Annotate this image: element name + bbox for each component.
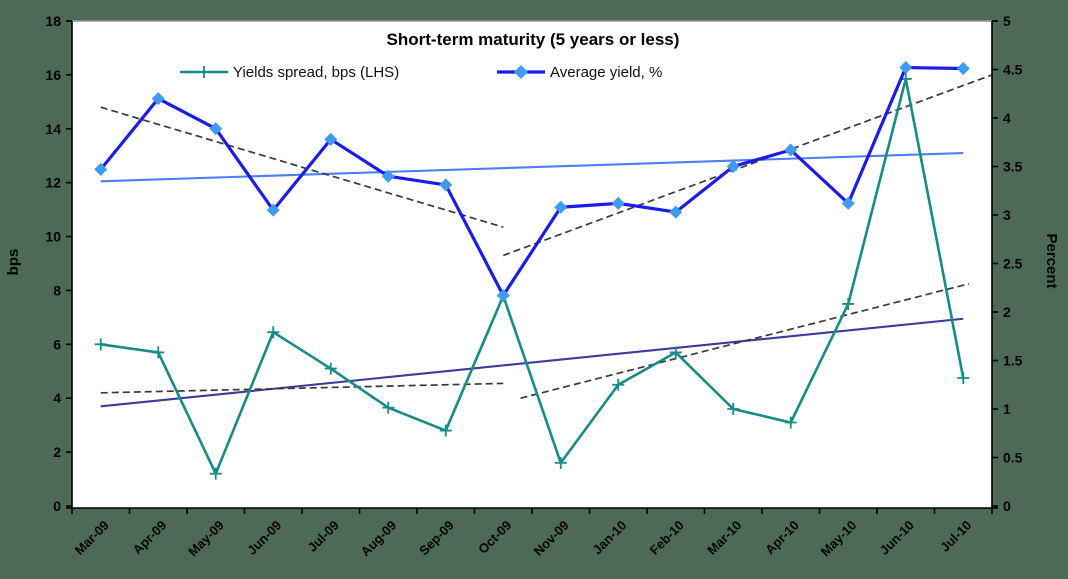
right-axis-tick-label: 0 [1003,498,1011,514]
yield-data-point [496,289,510,303]
right-axis-tick-label: 2 [1003,304,1011,320]
legend: Yields spread, bps (LHS) Average yield, … [180,64,662,81]
yield-data-point [784,143,798,157]
yield-data-point [209,122,223,136]
spread-data-point [382,401,395,414]
x-axis-category-label: Jan-10 [590,518,630,558]
plot-area: 0 2 4 6 8 10 12 14 16 18 0 0.5 1 1.5 2 2.5 3 3.5 4 4.5 5 Mar-… [45,13,1022,559]
left-axis-tick-label: 2 [53,444,61,460]
yield-data-point [726,160,740,173]
right-axis-tick-label: 1 [1003,401,1011,417]
diamond-marker-icon [514,65,528,79]
x-axis-category-label: Apr-09 [130,518,170,558]
spread-data-point [267,326,280,339]
right-axis-tick-label: 3.5 [1003,159,1023,175]
x-axis-category-label: Jul-09 [305,518,342,555]
plot-background [72,21,992,508]
right-axis-tick-label: 3 [1003,207,1011,223]
x-axis-category-label: Jun-09 [244,518,284,558]
legend-label-average-yield: Average yield, % [550,64,662,81]
spread-data-point [784,416,797,429]
spread-dashed-trend-late [520,282,970,400]
left-axis-tick-label: 10 [45,229,61,245]
right-axis-tick-label: 4 [1003,110,1011,126]
spread-data-point [439,424,452,437]
spread-data-point [842,297,855,310]
legend-item-average-yield: Average yield, % [497,64,662,81]
x-axis-category-label: Jun-10 [877,518,917,558]
right-axis-tick-label: 4.5 [1003,62,1023,78]
left-axis-tick-label: 8 [53,282,61,298]
x-axis-category-label: Mar-09 [72,518,112,558]
yield-dashed-trend-early [100,106,504,228]
x-axis-category-label: Apr-10 [762,518,802,558]
spread-data-point [957,372,970,385]
yield-data-point [439,178,453,192]
spread-data-point [554,456,567,469]
spread-data-point [152,346,165,359]
yield-data-point [94,162,108,176]
spread-data-point [209,467,222,480]
x-axis-category-label: May-09 [185,518,227,560]
x-axis-category-label: Mar-10 [704,518,744,558]
spread-series-line [100,77,965,475]
spread-linear-trend [100,317,964,408]
chart-title: Short-term maturity (5 years or less) [387,30,680,49]
left-axis-tick-label: 18 [45,13,61,29]
yield-data-point [956,62,970,76]
yield-data-point [266,203,280,217]
yield-data-point [151,92,165,106]
spread-data-point [612,378,625,391]
x-axis-category-label: Jul-10 [937,518,974,555]
yield-series-line [99,65,964,298]
left-axis-tick-label: 0 [53,498,61,514]
right-axis-tick-label: 5 [1003,13,1011,29]
spread-data-point [727,403,740,415]
yield-data-point [841,196,855,210]
yield-data-point [611,196,625,210]
x-axis-category-label: Aug-09 [358,518,400,560]
plus-marker-icon [198,66,210,78]
x-axis-category-label: Nov-09 [531,518,572,559]
left-axis-tick-label: 14 [45,121,61,137]
spread-data-point [324,362,337,375]
spread-data-point [669,346,682,359]
right-axis-tick-label: 1.5 [1003,353,1023,369]
x-axis-category-label: Feb-10 [647,518,687,558]
x-axis-category-label: May-10 [818,518,860,560]
x-axis-category-label: Sep-09 [416,518,457,559]
yield-data-point [554,200,568,214]
yield-data-point [324,132,338,146]
right-axis-tick-label: 2.5 [1003,256,1023,272]
right-axis-title: Percent [1043,233,1060,288]
yield-linear-trend [100,151,964,183]
spread-dashed-trend-early [100,382,504,394]
left-axis-tick-label: 4 [53,390,61,406]
yield-data-point [899,61,913,75]
left-axis-tick-label: 16 [45,67,61,83]
yield-data-point [381,169,395,183]
right-axis-tick-label: 0.5 [1003,450,1023,466]
legend-label-yields-spread: Yields spread, bps (LHS) [233,64,399,81]
yield-data-point [669,205,683,219]
left-axis-title: bps [5,249,22,276]
left-axis-tick-label: 6 [53,336,61,352]
legend-item-yields-spread: Yields spread, bps (LHS) [180,64,399,81]
left-axis-tick-label: 12 [45,175,61,191]
spread-data-point [94,338,107,351]
x-axis-category-label: Oct-09 [475,518,514,557]
